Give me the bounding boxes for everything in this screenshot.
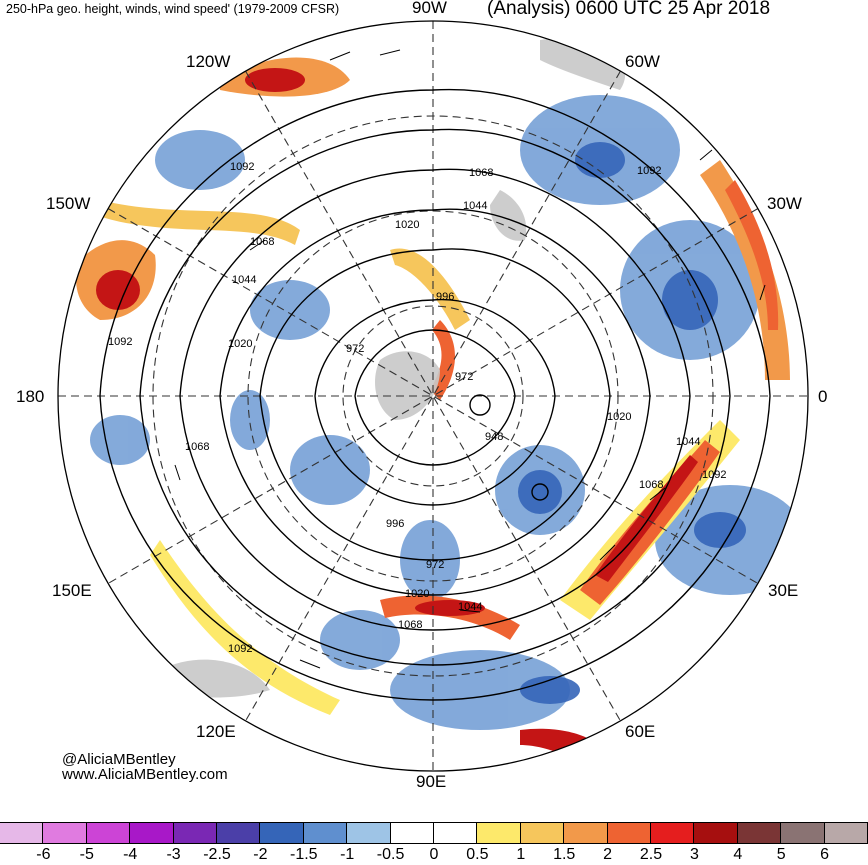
lon-label-30w: 30W (767, 194, 802, 213)
contour-label: 1020 (607, 411, 631, 423)
colorbar-swatch (477, 822, 521, 844)
contour-labels: 1092 1068 1044 1020 996 972 1020 1044 10… (108, 161, 726, 655)
colorbar-label: 4 (733, 846, 743, 863)
colorbar-label: -6 (36, 846, 51, 863)
contour-label: 1044 (232, 274, 256, 286)
contour-label: 1020 (405, 588, 429, 600)
colorbar-swatch (260, 822, 304, 844)
lon-label-60w: 60W (625, 52, 660, 71)
contour-label: 972 (455, 371, 473, 383)
contour-label: 1044 (458, 601, 482, 613)
colorbar: -6 -5 -4 -3 -2.5 -2 -1.5 -1 -0.5 0 0.5 1 1.5 2 2.5 3 4 5 6 (0, 822, 868, 865)
contour-label: 1092 (108, 336, 132, 348)
colorbar-swatch (86, 822, 131, 844)
colorbar-label: -2 (253, 846, 268, 863)
colorbar-label: 2.5 (639, 846, 663, 863)
colorbar-swatch (390, 822, 434, 844)
colorbar-swatch (217, 822, 261, 844)
lon-label-150w: 150W (46, 194, 91, 213)
contour-label: 1068 (639, 479, 663, 491)
map-title: 250-hPa geo. height, winds, wind speed' … (6, 2, 340, 16)
lon-label-0: 0 (818, 387, 828, 406)
colorbar-label: -4 (123, 846, 138, 863)
colorbar-swatch (434, 822, 478, 844)
contour-label: 996 (436, 291, 454, 303)
lon-label-180: 180 (16, 387, 45, 406)
contour-label: 1068 (250, 236, 274, 248)
colorbar-swatch (694, 822, 738, 844)
colorbar-swatch (347, 822, 391, 844)
colorbar-label: 2 (603, 846, 613, 863)
colorbar-swatch (651, 822, 695, 844)
valid-time-title: (Analysis) 0600 UTC 25 Apr 2018 (487, 0, 771, 19)
colorbar-label: 5 (776, 846, 786, 863)
contour-label: 1068 (469, 167, 493, 179)
credit-website: www.AliciaMBentley.com (62, 766, 228, 783)
colorbar-swatch (43, 822, 87, 844)
lon-label-120e: 120E (196, 722, 236, 741)
colorbar-label: 0.5 (466, 846, 489, 863)
polar-map: 1092 1068 1044 1020 996 972 1020 1044 10… (57, 20, 809, 772)
colorbar-swatch (0, 822, 44, 844)
colorbar-swatch (303, 822, 348, 844)
lon-label-90w: 90W (412, 0, 447, 17)
colorbar-swatch (564, 822, 608, 844)
colorbar-label: -2.5 (203, 846, 231, 863)
contour-label: 1044 (463, 200, 487, 212)
colorbar-swatch (824, 822, 868, 844)
contour-label: 1092 (702, 469, 726, 481)
contour-label: 996 (386, 518, 404, 530)
colorbar-swatch (520, 822, 565, 844)
contour-label: 972 (426, 559, 444, 571)
contour-label: 1068 (185, 441, 209, 453)
contour-label: 1092 (637, 165, 661, 177)
height-contours (99, 88, 771, 701)
contour-label: 1044 (676, 436, 700, 448)
colorbar-label: 6 (820, 846, 830, 863)
lon-label-60e: 60E (625, 722, 656, 741)
lon-label-90e: 90E (416, 772, 447, 791)
lon-label-150e: 150E (52, 581, 92, 600)
colorbar-swatch (781, 822, 825, 844)
contour-label: 948 (485, 431, 503, 443)
colorbar-swatch (130, 822, 174, 844)
contour-label: 1092 (230, 161, 254, 173)
colorbar-label: -1 (340, 846, 355, 863)
colorbar-label: -0.5 (376, 846, 405, 863)
map-disc (58, 21, 808, 771)
map-boundary (57, 20, 809, 772)
colorbar-label: 3 (689, 846, 699, 863)
colorbar-label: 1.5 (553, 846, 576, 863)
colorbar-label: 1 (516, 846, 526, 863)
colorbar-label: -1.5 (290, 846, 318, 863)
wind-barbs (174, 49, 766, 669)
credit-handle: @AliciaMBentley (62, 751, 176, 768)
strong-negative-anomaly-shading (518, 142, 746, 704)
colorbar-swatch (173, 822, 217, 844)
colorbar-label: -3 (166, 846, 181, 863)
meridians (58, 21, 808, 771)
lon-label-30e: 30E (768, 581, 799, 600)
colorbar-swatch (607, 822, 651, 844)
colorbar-swatch (737, 822, 782, 844)
colorbar-label: 0 (429, 846, 439, 863)
lon-label-120w: 120W (186, 52, 231, 71)
contour-label: 1068 (398, 619, 422, 631)
contour-label: 1092 (228, 643, 252, 655)
contour-label: 1020 (228, 338, 252, 350)
contour-label: 972 (346, 343, 364, 355)
contour-label: 1020 (395, 219, 419, 231)
colorbar-label: -5 (79, 846, 94, 863)
